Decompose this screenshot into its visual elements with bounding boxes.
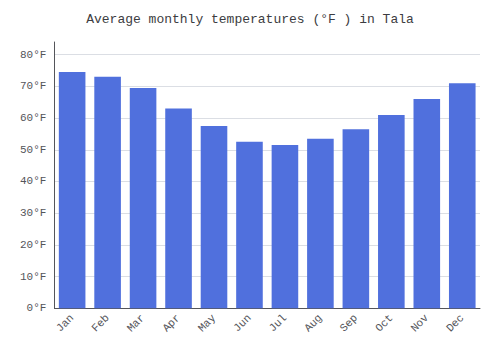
svg-text:Mar: Mar xyxy=(125,312,147,334)
svg-text:Dec: Dec xyxy=(444,312,466,334)
svg-text:Jan: Jan xyxy=(54,312,76,334)
svg-text:Feb: Feb xyxy=(89,312,111,334)
svg-text:40°F: 40°F xyxy=(20,175,46,187)
svg-text:60°F: 60°F xyxy=(20,112,46,124)
svg-text:Jul: Jul xyxy=(267,312,289,334)
svg-text:80°F: 80°F xyxy=(20,49,46,61)
svg-text:50°F: 50°F xyxy=(20,144,46,156)
svg-text:Nov: Nov xyxy=(409,312,432,335)
svg-text:10°F: 10°F xyxy=(20,271,46,283)
svg-text:Apr: Apr xyxy=(160,312,182,334)
svg-text:Oct: Oct xyxy=(373,312,395,334)
svg-text:30°F: 30°F xyxy=(20,207,46,219)
svg-text:Aug: Aug xyxy=(302,312,324,334)
svg-text:Jun: Jun xyxy=(231,312,253,334)
svg-text:Average monthly temperatures (: Average monthly temperatures (°F ) in Ta… xyxy=(86,12,414,27)
svg-text:20°F: 20°F xyxy=(20,239,46,251)
svg-text:Sep: Sep xyxy=(338,312,360,334)
svg-text:May: May xyxy=(196,312,219,335)
svg-text:0°F: 0°F xyxy=(27,302,47,314)
svg-text:70°F: 70°F xyxy=(20,80,46,92)
